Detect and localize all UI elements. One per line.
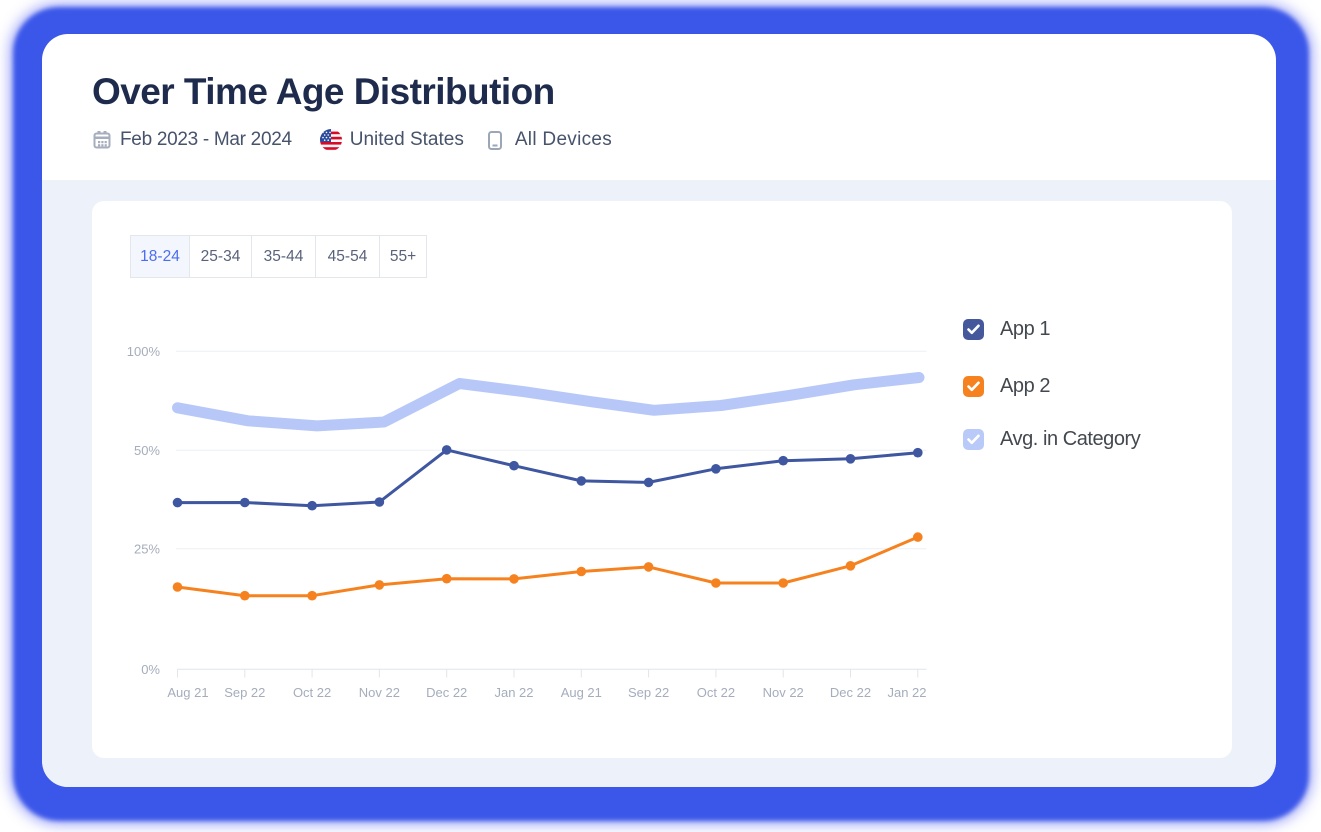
svg-text:Nov 22: Nov 22 xyxy=(763,685,804,700)
svg-text:Jan 22: Jan 22 xyxy=(494,685,533,700)
svg-text:Dec 22: Dec 22 xyxy=(426,685,467,700)
svg-text:0%: 0% xyxy=(141,662,160,677)
svg-text:Aug 21: Aug 21 xyxy=(561,685,602,700)
svg-text:Aug 21: Aug 21 xyxy=(167,685,208,700)
svg-text:Sep 22: Sep 22 xyxy=(628,685,669,700)
svg-text:Sep 22: Sep 22 xyxy=(224,685,265,700)
svg-text:25%: 25% xyxy=(134,541,160,556)
svg-text:Nov 22: Nov 22 xyxy=(359,685,400,700)
svg-text:100%: 100% xyxy=(127,344,161,359)
svg-text:Dec 22: Dec 22 xyxy=(830,685,871,700)
svg-text:50%: 50% xyxy=(134,443,160,458)
svg-text:Oct 22: Oct 22 xyxy=(697,685,735,700)
svg-text:Jan 22: Jan 22 xyxy=(887,685,926,700)
svg-text:Oct 22: Oct 22 xyxy=(293,685,331,700)
